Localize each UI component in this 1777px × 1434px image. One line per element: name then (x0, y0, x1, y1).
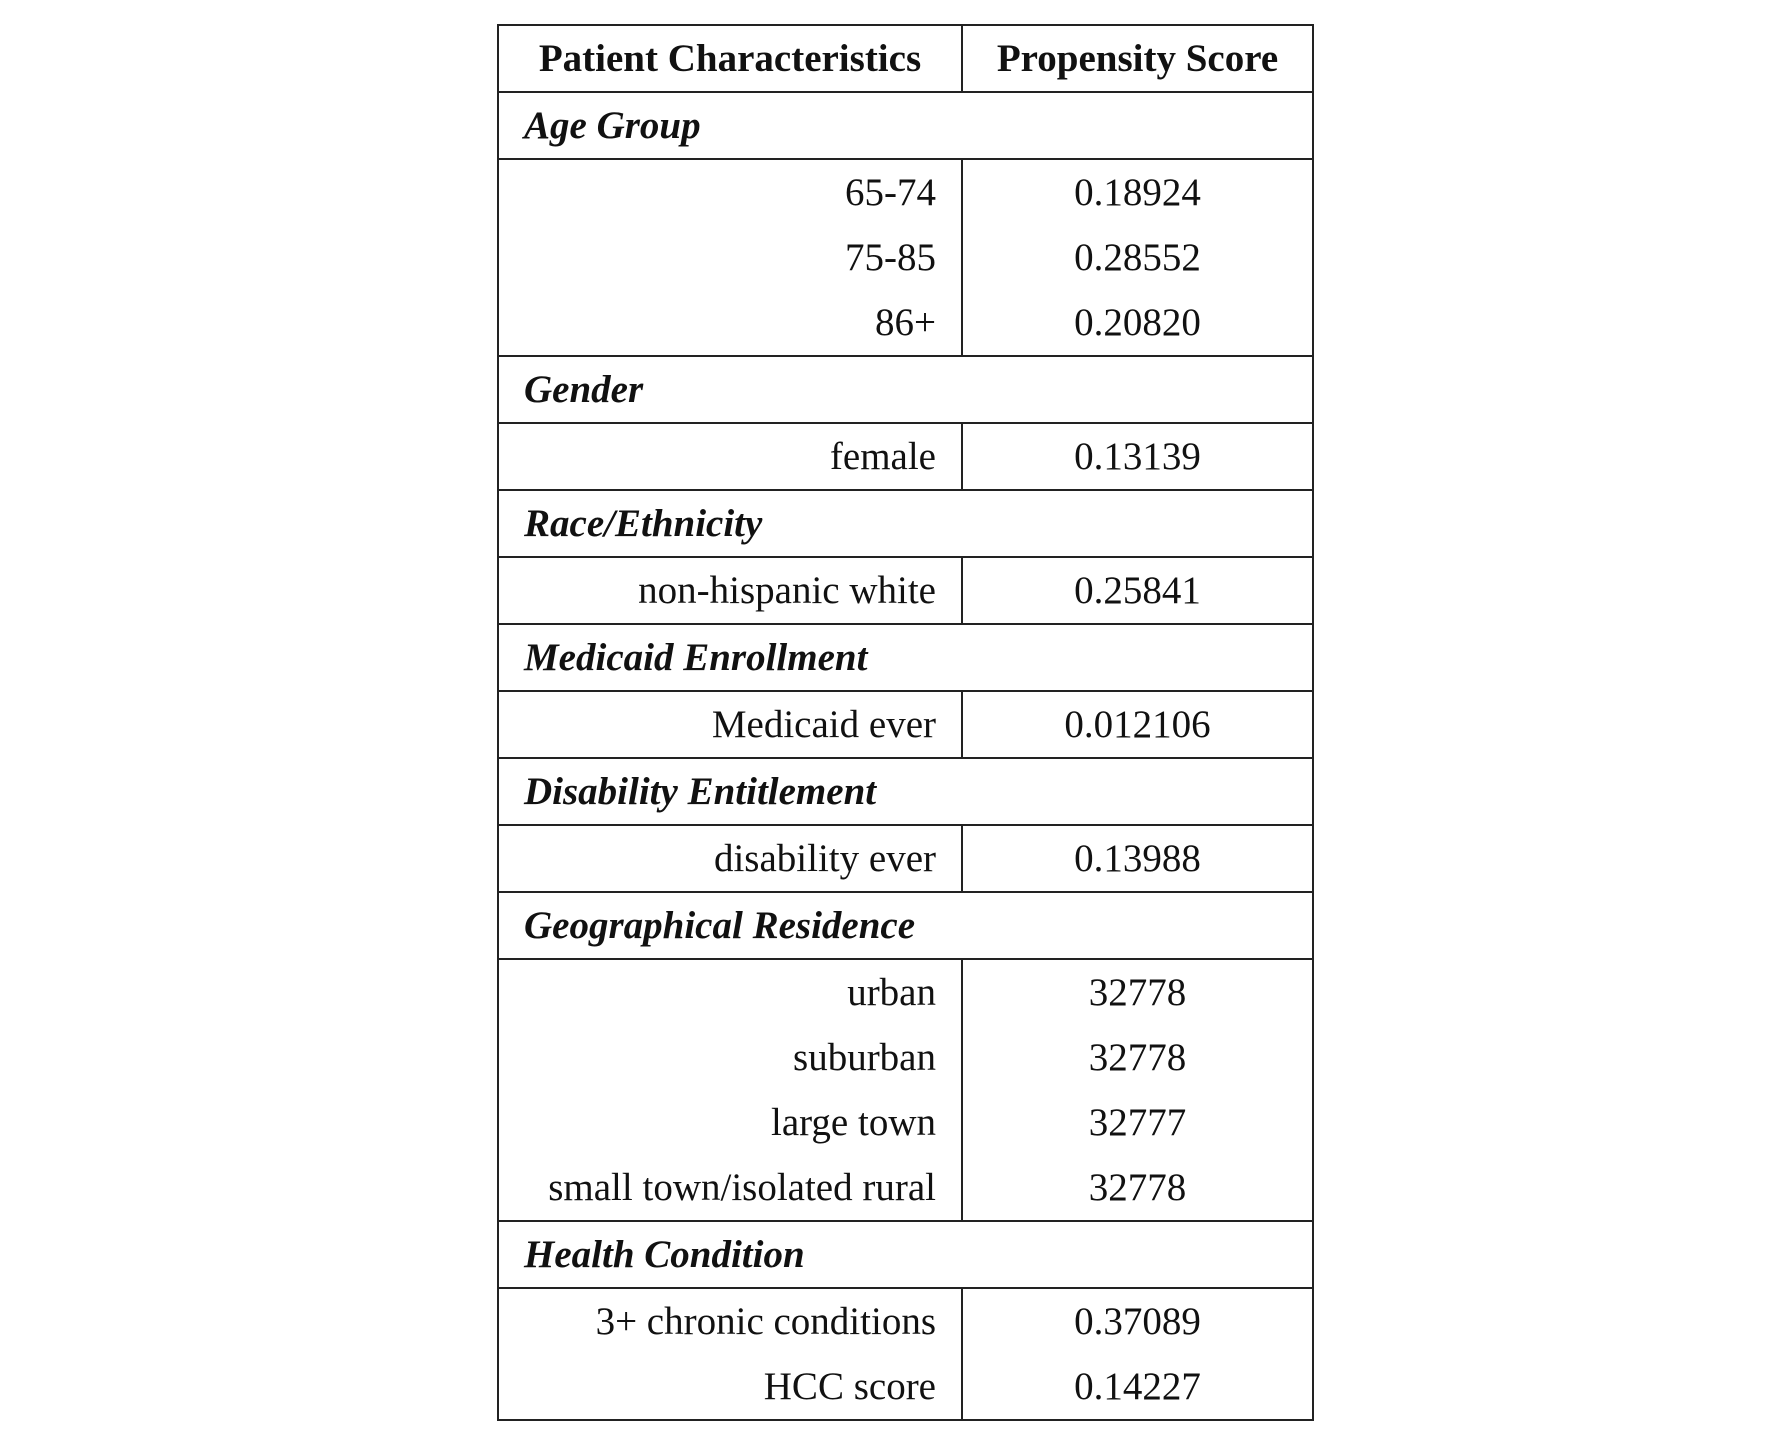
propensity-value: 0.25841 (961, 557, 1314, 625)
table-row: suburban 32778 (497, 1025, 1314, 1090)
table-row: large town 32777 (497, 1090, 1314, 1155)
characteristic-label: urban (497, 959, 963, 1025)
characteristic-label: 75-85 (497, 225, 963, 290)
section-title: Medicaid Enrollment (497, 623, 1314, 692)
table-body: Age Group 65-74 0.18924 75-85 0.28552 86+ 0.20… (497, 91, 1314, 1421)
characteristic-label: non-hispanic white (497, 557, 963, 625)
characteristic-label: disability ever (497, 825, 963, 893)
header-propensity-score: Propensity Score (961, 24, 1314, 93)
section-title: Disability Entitlement (497, 757, 1314, 826)
section-title: Age Group (497, 91, 1314, 160)
section-row: Age Group (497, 91, 1314, 160)
propensity-value: 0.18924 (961, 159, 1314, 225)
section-row: Race/Ethnicity (497, 489, 1314, 558)
characteristic-label: 86+ (497, 290, 963, 357)
characteristic-label: 65-74 (497, 159, 963, 225)
characteristic-label: Medicaid ever (497, 691, 963, 759)
table-row: Medicaid ever 0.012106 (497, 691, 1314, 759)
section-row: Geographical Residence (497, 891, 1314, 960)
table-row: 65-74 0.18924 (497, 159, 1314, 225)
table-row: urban 32778 (497, 959, 1314, 1025)
section-row: Health Condition (497, 1220, 1314, 1289)
characteristic-label: HCC score (497, 1354, 963, 1421)
propensity-value: 0.28552 (961, 225, 1314, 290)
section-title: Geographical Residence (497, 891, 1314, 960)
header-row: Patient Characteristics Propensity Score (497, 24, 1314, 93)
table-row: HCC score 0.14227 (497, 1354, 1314, 1421)
header-patient-characteristics: Patient Characteristics (497, 24, 963, 93)
characteristic-label: small town/isolated rural (497, 1155, 963, 1222)
propensity-value: 0.37089 (961, 1288, 1314, 1354)
propensity-value: 0.14227 (961, 1354, 1314, 1421)
table-row: non-hispanic white 0.25841 (497, 557, 1314, 625)
section-title: Race/Ethnicity (497, 489, 1314, 558)
section-title: Gender (497, 355, 1314, 424)
table-row: disability ever 0.13988 (497, 825, 1314, 893)
propensity-value: 32777 (961, 1090, 1314, 1155)
characteristic-label: large town (497, 1090, 963, 1155)
table-row: 75-85 0.28552 (497, 225, 1314, 290)
propensity-value: 0.20820 (961, 290, 1314, 357)
characteristic-label: 3+ chronic conditions (497, 1288, 963, 1354)
section-row: Disability Entitlement (497, 757, 1314, 826)
section-row: Gender (497, 355, 1314, 424)
propensity-value: 0.13988 (961, 825, 1314, 893)
propensity-score-table-container: Patient Characteristics Propensity Score… (497, 24, 1314, 1421)
propensity-value: 32778 (961, 1155, 1314, 1222)
propensity-value: 32778 (961, 1025, 1314, 1090)
characteristic-label: suburban (497, 1025, 963, 1090)
table-row: female 0.13139 (497, 423, 1314, 491)
propensity-value: 0.012106 (961, 691, 1314, 759)
table-row: 86+ 0.20820 (497, 290, 1314, 357)
propensity-value: 32778 (961, 959, 1314, 1025)
section-title: Health Condition (497, 1220, 1314, 1289)
propensity-score-table: Patient Characteristics Propensity Score… (497, 24, 1314, 1421)
table-row: small town/isolated rural 32778 (497, 1155, 1314, 1222)
propensity-value: 0.13139 (961, 423, 1314, 491)
section-row: Medicaid Enrollment (497, 623, 1314, 692)
characteristic-label: female (497, 423, 963, 491)
table-row: 3+ chronic conditions 0.37089 (497, 1288, 1314, 1354)
